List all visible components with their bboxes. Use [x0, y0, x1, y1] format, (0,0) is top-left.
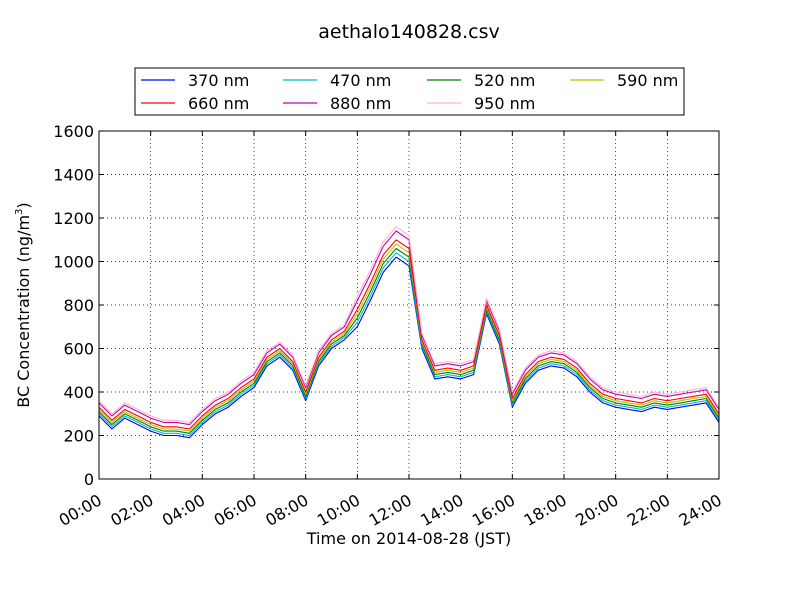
legend-label: 880 nm — [330, 94, 391, 113]
x-axis-label: Time on 2014-08-28 (JST) — [306, 529, 511, 548]
legend-label: 470 nm — [330, 71, 391, 90]
legend-label: 520 nm — [474, 71, 535, 90]
series-line-950-nm — [98, 226, 720, 423]
legend-label: 950 nm — [474, 94, 535, 113]
series-layer — [98, 226, 720, 439]
y-tick-label: 1400 — [53, 166, 94, 185]
y-tick-label: 400 — [63, 383, 94, 402]
y-tick-label: 1000 — [53, 253, 94, 272]
y-tick-label: 1200 — [53, 209, 94, 228]
y-tick-label: 0 — [84, 470, 94, 489]
y-tick-label: 1600 — [53, 122, 94, 141]
y-axis-label: BC Concentration (ng/m3) — [14, 202, 33, 407]
series-line-470-nm — [98, 252, 720, 437]
series-line-590-nm — [98, 243, 720, 432]
legend-label: 660 nm — [188, 94, 249, 113]
y-tick-labels: 0 200 400 600 800 1000 1200 1400 1600 — [53, 122, 94, 489]
y-tick-label: 600 — [63, 340, 94, 359]
series-line-660-nm — [98, 239, 720, 430]
legend-item: 520 nm — [427, 71, 535, 90]
y-tick-label: 800 — [63, 296, 94, 315]
legend-item: 590 nm — [570, 71, 678, 90]
series-line-880-nm — [98, 230, 720, 426]
legend-items: 370 nm 470 nm 520 nm 590 nm 660 nm 880 nm 950 … — [141, 71, 678, 113]
series-line-520-nm — [98, 247, 720, 434]
legend-item: 470 nm — [283, 71, 391, 90]
legend-item: 660 nm — [141, 94, 249, 113]
axis-ticks — [98, 130, 720, 480]
legend-box — [134, 67, 685, 116]
legend-item: 370 nm — [141, 71, 249, 90]
legend-item: 880 nm — [283, 94, 391, 113]
y-tick-label: 200 — [63, 427, 94, 446]
legend-label: 590 nm — [617, 71, 678, 90]
chart-title: aethalo140828.csv — [318, 21, 500, 43]
legend-item: 950 nm — [427, 94, 535, 113]
legend: 370 nm 470 nm 520 nm 590 nm 660 nm 880 nm 950 … — [134, 67, 685, 116]
legend-label: 370 nm — [188, 71, 249, 90]
series-line-370-nm — [98, 256, 720, 439]
